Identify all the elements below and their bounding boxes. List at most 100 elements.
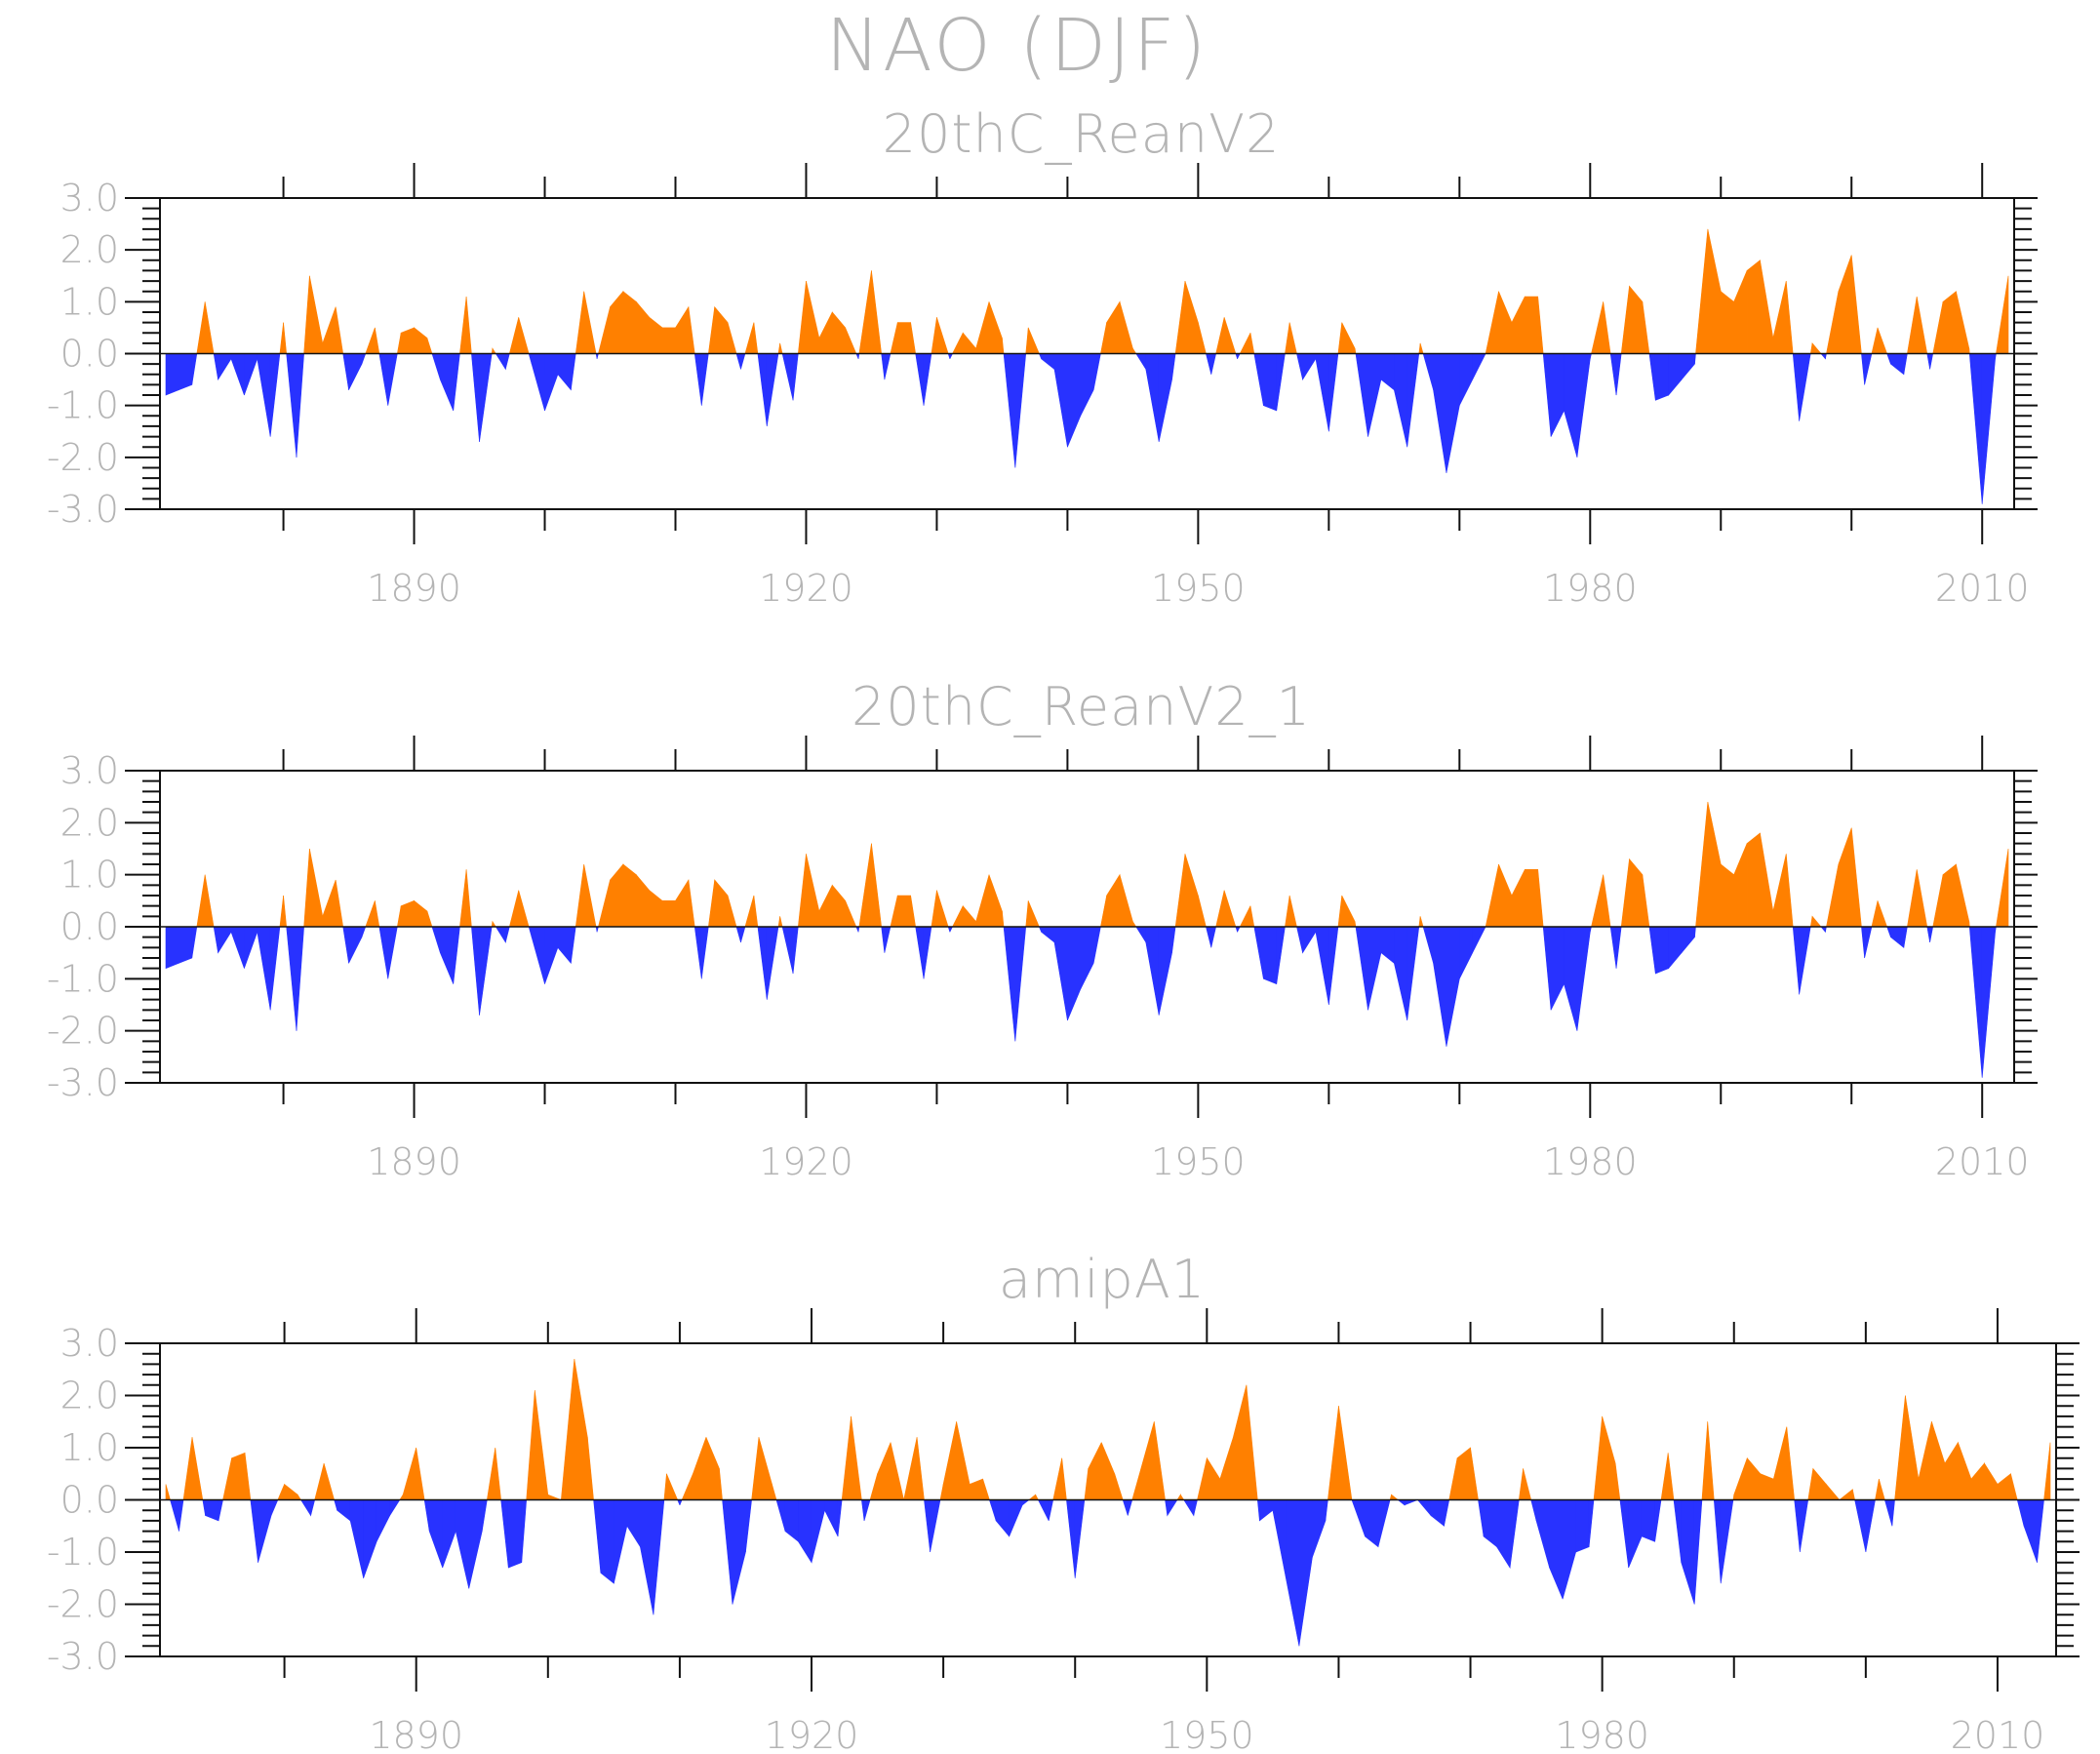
area-segment-positive	[1215, 317, 1225, 354]
area-segment-negative	[1459, 926, 1474, 979]
area-segment-negative	[1589, 353, 1592, 359]
area-segment-negative	[1794, 1499, 1801, 1553]
area-segment-negative	[693, 353, 702, 406]
area-segment-positive	[1028, 1494, 1036, 1500]
area-segment-positive	[1100, 895, 1107, 928]
area-segment-negative	[757, 926, 768, 1000]
area-segment-negative	[1903, 926, 1908, 948]
area-segment-negative	[855, 926, 859, 933]
area-segment-positive	[495, 1447, 501, 1500]
area-segment-positive	[492, 347, 496, 354]
area-segment-positive	[1100, 322, 1107, 354]
area-segment-negative	[361, 353, 367, 365]
y-tick-label: 0.0	[60, 1479, 119, 1522]
area-segment-positive	[1219, 1437, 1234, 1500]
area-segment-positive	[416, 1447, 425, 1500]
y-tick-label: -3.0	[47, 1061, 119, 1104]
area-segment-positive	[845, 327, 857, 354]
area-segment-negative	[557, 926, 572, 965]
area-segment-negative	[740, 353, 746, 370]
area-segment-negative	[1549, 1499, 1564, 1600]
area-segment-negative	[1276, 353, 1286, 412]
area-segment-negative	[1564, 926, 1578, 1031]
area-segment-positive	[1153, 1421, 1166, 1500]
area-segment-positive	[727, 322, 737, 354]
area-segment-positive	[1918, 1421, 1932, 1500]
area-segment-negative	[342, 353, 349, 390]
area-segment-positive	[688, 306, 695, 354]
area-segment-negative	[1575, 1499, 1590, 1553]
area-segment-negative	[1367, 353, 1382, 437]
area-segment-positive	[279, 322, 284, 354]
area-segment-negative	[1263, 353, 1278, 412]
area-segment-negative	[531, 926, 545, 984]
area-segment-negative	[363, 1499, 377, 1578]
area-segment-positive	[1746, 259, 1761, 354]
area-segment-negative	[286, 926, 297, 1031]
y-tick-label: 2.0	[60, 1375, 119, 1417]
area-segment-positive	[1525, 296, 1539, 354]
area-segment-negative	[693, 926, 702, 979]
area-segment-positive	[1061, 1457, 1067, 1500]
area-segment-positive	[1132, 920, 1137, 928]
area-segment-positive	[1620, 286, 1630, 354]
area-segment-negative	[544, 926, 559, 984]
area-segment-negative	[988, 1499, 997, 1521]
area-segment-positive	[1826, 1483, 1841, 1500]
area-segment-negative	[1135, 353, 1147, 371]
area-segment-positive	[975, 301, 990, 354]
area-segment-positive	[1140, 1421, 1155, 1500]
area-segment-negative	[1542, 353, 1552, 437]
area-segment-negative	[505, 353, 510, 370]
area-segment-negative	[1615, 926, 1622, 969]
area-segment-negative	[1509, 1499, 1520, 1569]
area-segment-positive	[1239, 333, 1251, 354]
area-segment-negative	[1720, 1499, 1734, 1584]
area-segment-positive	[1470, 1447, 1479, 1500]
area-segment-positive	[962, 332, 976, 354]
area-segment-positive	[1701, 1421, 1709, 1500]
area-segment-negative	[1430, 1499, 1445, 1527]
area-segment-positive	[1518, 1468, 1524, 1500]
area-segment-positive	[1498, 863, 1513, 928]
area-segment-negative	[1296, 926, 1303, 953]
area-segment-positive	[375, 900, 380, 928]
area-segment-negative	[244, 353, 258, 396]
area-segment-negative	[1825, 926, 1827, 933]
area-segment-negative	[757, 353, 768, 426]
area-segment-negative	[1074, 1499, 1086, 1578]
area-segment-negative	[1825, 353, 1827, 359]
area-segment-positive	[931, 317, 937, 354]
area-segment-negative	[732, 1499, 746, 1605]
area-segment-negative	[2016, 1499, 2025, 1527]
area-segment-positive	[707, 879, 715, 928]
area-segment-positive	[399, 1494, 404, 1500]
area-segment-positive	[1733, 270, 1748, 354]
y-tick-label: 3.0	[60, 177, 119, 219]
area-segment-negative	[1080, 353, 1094, 417]
area-segment-negative	[2023, 1499, 2038, 1563]
area-segment-positive	[939, 1484, 944, 1500]
area-segment-positive	[1944, 1441, 1959, 1500]
area-segment-positive	[1198, 895, 1207, 928]
area-segment-negative	[1668, 353, 1683, 396]
area-segment-positive	[1537, 869, 1544, 928]
area-segment-positive	[1667, 1453, 1675, 1500]
y-tick-label: 3.0	[60, 749, 119, 792]
area-segment-negative	[1562, 1499, 1576, 1600]
area-segment-negative	[1446, 926, 1460, 1047]
area-segment-positive	[1419, 342, 1424, 354]
area-segment-positive	[283, 895, 287, 928]
area-segment-positive	[322, 306, 337, 354]
area-segment-negative	[626, 1499, 641, 1548]
area-segment-positive	[1826, 291, 1840, 354]
area-segment-negative	[884, 353, 892, 380]
area-segment-positive	[574, 1359, 588, 1500]
area-segment-negative	[1365, 1499, 1379, 1548]
area-segment-positive	[1942, 291, 1957, 354]
area-segment-negative	[1315, 353, 1329, 432]
area-segment-negative	[855, 353, 859, 359]
area-segment-negative	[1891, 1499, 1895, 1527]
area-segment-positive	[1826, 863, 1840, 928]
area-segment-positive	[903, 1437, 918, 1500]
